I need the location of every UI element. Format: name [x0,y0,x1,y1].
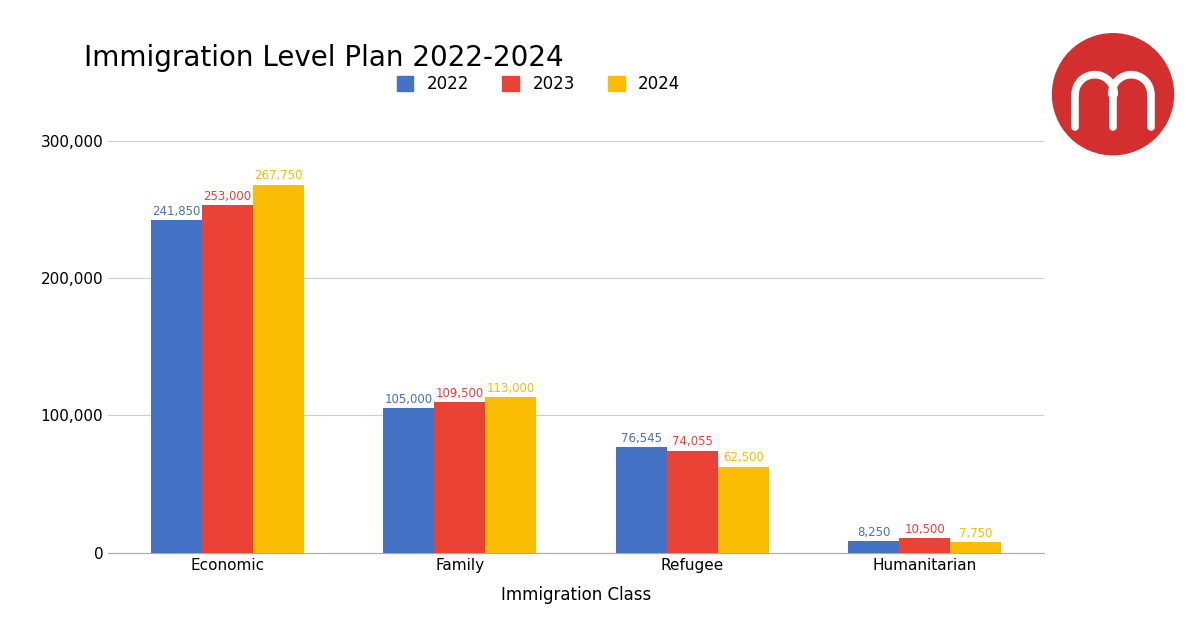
Text: 8,250: 8,250 [857,526,890,539]
Text: 253,000: 253,000 [203,190,251,203]
Legend: 2022, 2023, 2024: 2022, 2023, 2024 [390,68,688,100]
Text: 267,750: 267,750 [254,170,302,182]
Bar [950,542,1002,553]
Text: 7,750: 7,750 [959,526,992,539]
Bar [150,220,202,553]
Circle shape [1052,34,1174,154]
Bar [202,205,253,553]
Bar [434,402,485,553]
Bar [253,185,304,553]
Text: Immigration Level Plan 2022-2024: Immigration Level Plan 2022-2024 [84,44,564,72]
Bar [616,448,667,553]
Bar [848,541,899,553]
X-axis label: Immigration Class: Immigration Class [500,587,652,604]
Text: 10,500: 10,500 [905,522,946,536]
Bar [667,451,718,553]
Bar [383,408,434,553]
Bar [485,398,536,553]
Text: 109,500: 109,500 [436,387,484,400]
Bar [718,467,769,553]
Bar [899,538,950,553]
Text: 62,500: 62,500 [722,452,764,464]
Text: 76,545: 76,545 [620,432,661,445]
Text: 113,000: 113,000 [487,382,535,395]
Text: 105,000: 105,000 [384,393,433,406]
Text: 74,055: 74,055 [672,435,713,448]
Text: 241,850: 241,850 [152,205,200,218]
